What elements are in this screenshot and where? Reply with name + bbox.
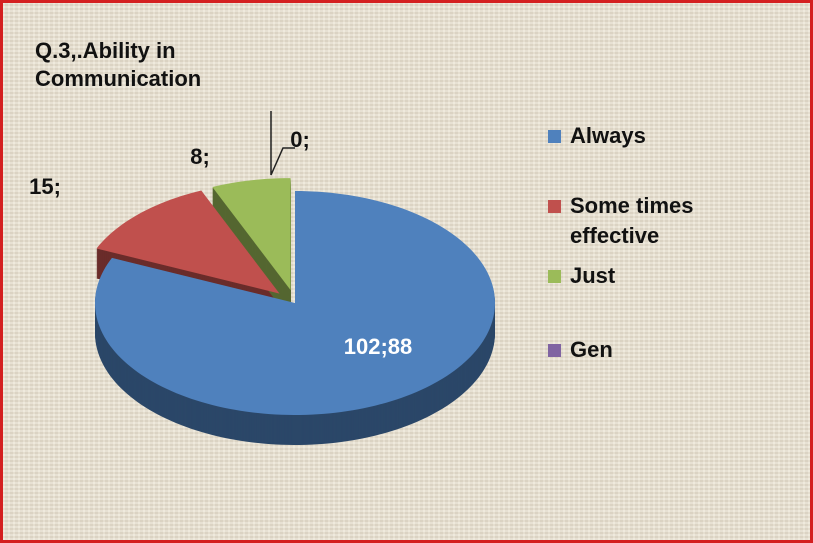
legend-item: Just (548, 261, 768, 291)
legend-swatch (548, 200, 561, 213)
legend-item: Gen (548, 335, 768, 365)
plot: 102;88 15; 8; 0; (29, 111, 495, 445)
legend-label: Some times effective (570, 193, 694, 248)
legend-swatch (548, 130, 561, 143)
legend-item: Always (548, 121, 768, 151)
data-label: 15; (29, 174, 61, 199)
legend-item: Some times effective (548, 191, 768, 251)
legend-swatch (548, 344, 561, 357)
legend-swatch (548, 270, 561, 283)
legend-label: Gen (570, 337, 613, 362)
slice (96, 190, 280, 294)
data-label: 8; (190, 144, 210, 169)
chart-title: Q.3,.Ability in Communication (35, 38, 202, 91)
slice (95, 191, 495, 415)
leader-line (270, 111, 295, 176)
legend-label: Always (570, 123, 646, 148)
data-label: 0; (290, 127, 310, 152)
slice (212, 178, 291, 291)
legend-label: Just (570, 263, 616, 288)
data-label: 102;88 (344, 334, 413, 359)
